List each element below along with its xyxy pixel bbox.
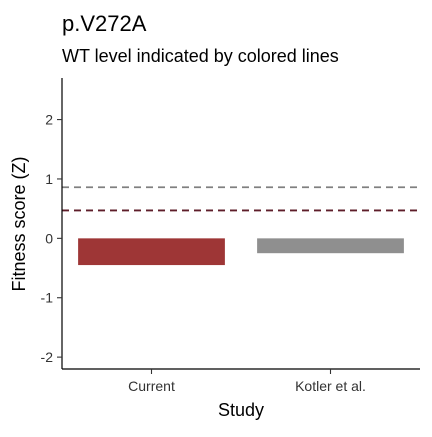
- chart-subtitle: WT level indicated by colored lines: [62, 46, 339, 66]
- y-tick-label: -2: [41, 349, 54, 365]
- plot-area: [78, 238, 404, 266]
- x-tick-label: Current: [128, 378, 175, 394]
- chart-title: p.V272A: [62, 11, 147, 36]
- x-axis-ticks: Current Kotler et al.: [128, 369, 366, 394]
- y-tick-label: 2: [45, 112, 53, 128]
- reference-lines: [62, 186, 420, 212]
- y-tick-label: 1: [45, 171, 53, 187]
- x-axis-title: Study: [218, 400, 264, 420]
- y-tick-label: 0: [45, 230, 53, 246]
- x-tick-label: Kotler et al.: [295, 378, 366, 394]
- y-tick-label: -1: [41, 290, 54, 306]
- bar-current: [78, 238, 225, 266]
- bar-kotler-et-al-: [257, 238, 404, 254]
- y-axis-ticks: -2 -1 0 1 2: [41, 112, 62, 365]
- y-axis-title: Fitness score (Z): [9, 156, 29, 291]
